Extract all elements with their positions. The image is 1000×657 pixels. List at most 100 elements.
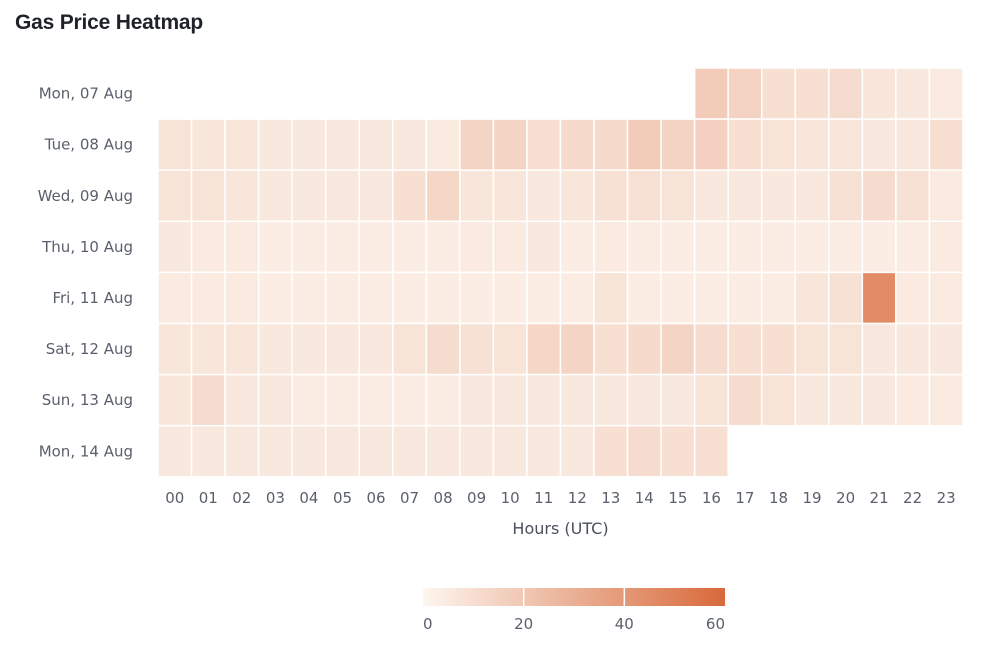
heatmap-cell <box>828 67 864 120</box>
heatmap-cell <box>157 118 193 171</box>
heatmap-cell <box>257 424 293 478</box>
heatmap-cell <box>760 271 797 325</box>
heatmap-cell <box>895 322 931 376</box>
heatmap-cell <box>593 169 629 223</box>
heatmap-cell <box>224 424 260 478</box>
heatmap-cell <box>459 322 495 376</box>
heatmap-cell <box>794 67 830 120</box>
heatmap-cell <box>291 322 327 376</box>
heatmap-cell <box>257 271 293 325</box>
x-tick-label: 00 <box>165 489 184 507</box>
heatmap-cell <box>928 322 964 376</box>
y-tick-label: Fri, 11 Aug <box>52 289 133 307</box>
heatmap-cell <box>693 271 729 325</box>
heatmap-cell <box>492 424 528 478</box>
heatmap-cell <box>392 373 428 427</box>
heatmap-cell <box>224 220 260 274</box>
x-tick-label: 22 <box>903 489 922 507</box>
heatmap-cell <box>660 271 696 325</box>
heatmap-cell <box>727 220 763 274</box>
heatmap-cell <box>157 220 193 274</box>
heatmap-cell <box>794 373 830 427</box>
heatmap-cell <box>257 118 293 171</box>
heatmap-cell <box>626 373 662 427</box>
heatmap-cell <box>492 118 528 171</box>
heatmap-cell <box>190 424 226 478</box>
heatmap-cell <box>760 220 797 274</box>
heatmap-cell <box>861 271 897 325</box>
y-tick-label: Tue, 08 Aug <box>44 136 133 154</box>
heatmap-cell <box>358 424 394 478</box>
heatmap-cell <box>760 118 797 171</box>
heatmap-cell <box>559 271 595 325</box>
x-axis-title: Hours (UTC) <box>512 519 608 538</box>
heatmap-cell <box>190 169 226 223</box>
heatmap-cell <box>324 220 360 274</box>
heatmap-cell <box>895 220 931 274</box>
x-tick-label: 13 <box>601 489 620 507</box>
heatmap-cell <box>425 220 461 274</box>
heatmap-cell <box>157 271 193 325</box>
heatmap-cell <box>392 271 428 325</box>
heatmap-cell <box>828 118 864 171</box>
x-tick-label: 10 <box>501 489 520 507</box>
heatmap-cell <box>794 271 830 325</box>
y-tick-label: Sat, 12 Aug <box>46 340 133 358</box>
x-tick-label: 09 <box>467 489 486 507</box>
heatmap-cell <box>559 169 595 223</box>
heatmap-cell <box>559 322 595 376</box>
heatmap-cell <box>593 424 629 478</box>
heatmap-cell <box>526 118 562 171</box>
heatmap-cell <box>358 271 394 325</box>
y-tick-label: Sun, 13 Aug <box>42 391 133 409</box>
heatmap-cell <box>392 322 428 376</box>
heatmap-cell <box>727 118 763 171</box>
heatmap-cell <box>626 220 662 274</box>
heatmap-cell <box>257 322 293 376</box>
heatmap-cell <box>425 169 461 223</box>
x-tick-label: 02 <box>232 489 251 507</box>
heatmap-cell <box>190 322 226 376</box>
heatmap-cell <box>693 169 729 223</box>
heatmap-cell <box>257 373 293 427</box>
heatmap-cell <box>425 118 461 171</box>
x-tick-label: 16 <box>702 489 721 507</box>
color-scale-tick-label: 20 <box>514 615 533 633</box>
heatmap-cell <box>928 67 964 120</box>
heatmap-cell <box>526 322 562 376</box>
y-tick-label: Mon, 07 Aug <box>39 85 133 103</box>
heatmap-cell <box>593 271 629 325</box>
heatmap-cell <box>526 169 562 223</box>
x-tick-label: 20 <box>836 489 855 507</box>
heatmap-cell <box>861 169 897 223</box>
heatmap-cell <box>928 118 964 171</box>
x-tick-label: 07 <box>400 489 419 507</box>
heatmap-cell <box>693 373 729 427</box>
heatmap-cell <box>526 271 562 325</box>
heatmap-cell <box>828 373 864 427</box>
heatmap-cell <box>693 220 729 274</box>
x-tick-label: 11 <box>534 489 553 507</box>
heatmap-cell <box>392 169 428 223</box>
heatmap-cell <box>291 424 327 478</box>
heatmap-cell <box>559 220 595 274</box>
x-tick-label: 19 <box>802 489 821 507</box>
color-scale-tick-label: 60 <box>706 615 725 633</box>
heatmap-cell <box>861 220 897 274</box>
heatmap-cell <box>760 67 797 120</box>
heatmap-cell <box>291 169 327 223</box>
heatmap-cell <box>928 169 964 223</box>
heatmap-cell <box>794 118 830 171</box>
heatmap-cell <box>459 424 495 478</box>
heatmap-cell <box>392 424 428 478</box>
heatmap-cell <box>392 118 428 171</box>
heatmap-cell <box>157 169 193 223</box>
heatmap-cell <box>492 169 528 223</box>
heatmap-cell <box>459 271 495 325</box>
heatmap-cell <box>895 169 931 223</box>
x-tick-label: 18 <box>769 489 788 507</box>
heatmap-cell <box>526 373 562 427</box>
y-axis-labels: Mon, 07 Aug Tue, 08 Aug Wed, 09 Aug Thu, 10… <box>38 85 133 461</box>
heatmap-cell <box>291 373 327 427</box>
heatmap-cell <box>492 271 528 325</box>
